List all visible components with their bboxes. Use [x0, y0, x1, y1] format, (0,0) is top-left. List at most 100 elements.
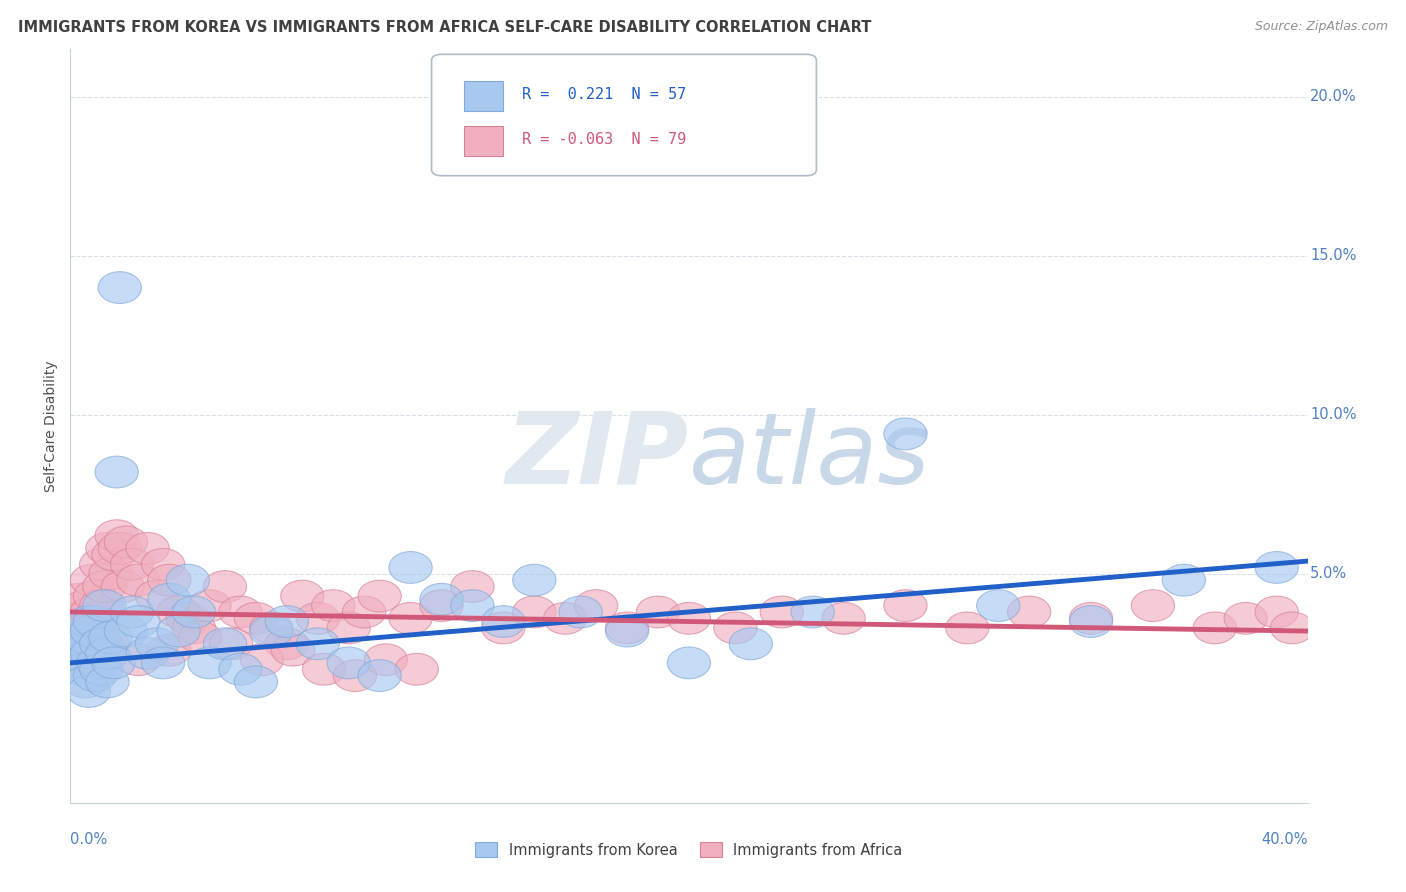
Ellipse shape — [792, 596, 834, 628]
Ellipse shape — [1163, 565, 1205, 596]
Ellipse shape — [89, 622, 132, 653]
Ellipse shape — [451, 590, 494, 622]
Ellipse shape — [179, 622, 222, 653]
Ellipse shape — [65, 666, 107, 698]
Ellipse shape — [127, 533, 169, 565]
Ellipse shape — [135, 628, 179, 660]
Ellipse shape — [1070, 602, 1112, 634]
Ellipse shape — [67, 628, 111, 660]
Text: 0.0%: 0.0% — [70, 832, 107, 847]
Ellipse shape — [58, 622, 101, 653]
Ellipse shape — [60, 602, 104, 634]
Ellipse shape — [60, 634, 104, 666]
Text: R = -0.063  N = 79: R = -0.063 N = 79 — [522, 132, 686, 147]
Legend: Immigrants from Korea, Immigrants from Africa: Immigrants from Korea, Immigrants from A… — [470, 837, 908, 863]
Ellipse shape — [55, 638, 98, 669]
Ellipse shape — [86, 533, 129, 565]
Ellipse shape — [76, 647, 120, 679]
Ellipse shape — [104, 526, 148, 558]
Ellipse shape — [1256, 596, 1298, 628]
Ellipse shape — [83, 571, 127, 602]
Text: ZIP: ZIP — [506, 408, 689, 505]
Ellipse shape — [977, 590, 1019, 622]
Text: 10.0%: 10.0% — [1310, 408, 1357, 422]
Ellipse shape — [297, 628, 339, 660]
Ellipse shape — [482, 612, 524, 644]
Ellipse shape — [52, 622, 96, 653]
Ellipse shape — [117, 606, 160, 638]
Ellipse shape — [395, 653, 439, 685]
Ellipse shape — [86, 628, 129, 660]
Ellipse shape — [70, 638, 114, 669]
Text: IMMIGRANTS FROM KOREA VS IMMIGRANTS FROM AFRICA SELF-CARE DISABILITY CORRELATION: IMMIGRANTS FROM KOREA VS IMMIGRANTS FROM… — [18, 20, 872, 35]
Ellipse shape — [148, 565, 191, 596]
Ellipse shape — [173, 612, 215, 644]
Ellipse shape — [482, 606, 524, 638]
Text: 15.0%: 15.0% — [1310, 248, 1357, 263]
Ellipse shape — [73, 606, 117, 638]
Ellipse shape — [70, 615, 114, 647]
Ellipse shape — [157, 615, 200, 647]
Ellipse shape — [266, 606, 308, 638]
Ellipse shape — [1271, 612, 1313, 644]
Ellipse shape — [343, 596, 385, 628]
Ellipse shape — [219, 596, 262, 628]
Ellipse shape — [166, 602, 209, 634]
Ellipse shape — [714, 612, 756, 644]
Ellipse shape — [1070, 606, 1112, 638]
Ellipse shape — [173, 596, 215, 628]
Ellipse shape — [884, 418, 927, 450]
Ellipse shape — [668, 602, 710, 634]
Ellipse shape — [420, 590, 463, 622]
Ellipse shape — [204, 571, 246, 602]
Ellipse shape — [188, 647, 231, 679]
Ellipse shape — [73, 660, 117, 691]
Ellipse shape — [333, 660, 377, 691]
Ellipse shape — [60, 653, 104, 685]
Ellipse shape — [389, 551, 432, 583]
Ellipse shape — [328, 647, 370, 679]
Ellipse shape — [761, 596, 803, 628]
Ellipse shape — [157, 596, 200, 628]
Ellipse shape — [389, 602, 432, 634]
Ellipse shape — [271, 634, 315, 666]
Ellipse shape — [127, 638, 169, 669]
Ellipse shape — [58, 628, 101, 660]
FancyBboxPatch shape — [464, 126, 503, 156]
Ellipse shape — [946, 612, 988, 644]
Ellipse shape — [328, 612, 370, 644]
Ellipse shape — [302, 653, 346, 685]
Ellipse shape — [1225, 602, 1267, 634]
Ellipse shape — [111, 549, 153, 580]
Ellipse shape — [560, 596, 602, 628]
Ellipse shape — [148, 583, 191, 615]
Ellipse shape — [83, 590, 127, 622]
Ellipse shape — [98, 272, 142, 303]
Ellipse shape — [86, 666, 129, 698]
Ellipse shape — [235, 602, 277, 634]
Ellipse shape — [89, 558, 132, 590]
Ellipse shape — [1256, 551, 1298, 583]
Ellipse shape — [250, 612, 292, 644]
Ellipse shape — [55, 615, 98, 647]
Ellipse shape — [67, 644, 111, 675]
Ellipse shape — [80, 628, 122, 660]
FancyBboxPatch shape — [464, 80, 503, 111]
Ellipse shape — [65, 590, 107, 622]
Ellipse shape — [240, 644, 284, 675]
Ellipse shape — [80, 590, 122, 622]
Ellipse shape — [359, 580, 401, 612]
Ellipse shape — [312, 590, 354, 622]
Ellipse shape — [76, 622, 120, 653]
Ellipse shape — [364, 644, 408, 675]
Text: R =  0.221  N = 57: R = 0.221 N = 57 — [522, 87, 686, 102]
Ellipse shape — [513, 596, 555, 628]
Ellipse shape — [730, 628, 772, 660]
Ellipse shape — [142, 549, 184, 580]
Ellipse shape — [266, 628, 308, 660]
Ellipse shape — [420, 583, 463, 615]
Ellipse shape — [70, 596, 114, 628]
Ellipse shape — [281, 580, 323, 612]
Text: 40.0%: 40.0% — [1261, 832, 1308, 847]
Ellipse shape — [101, 571, 145, 602]
